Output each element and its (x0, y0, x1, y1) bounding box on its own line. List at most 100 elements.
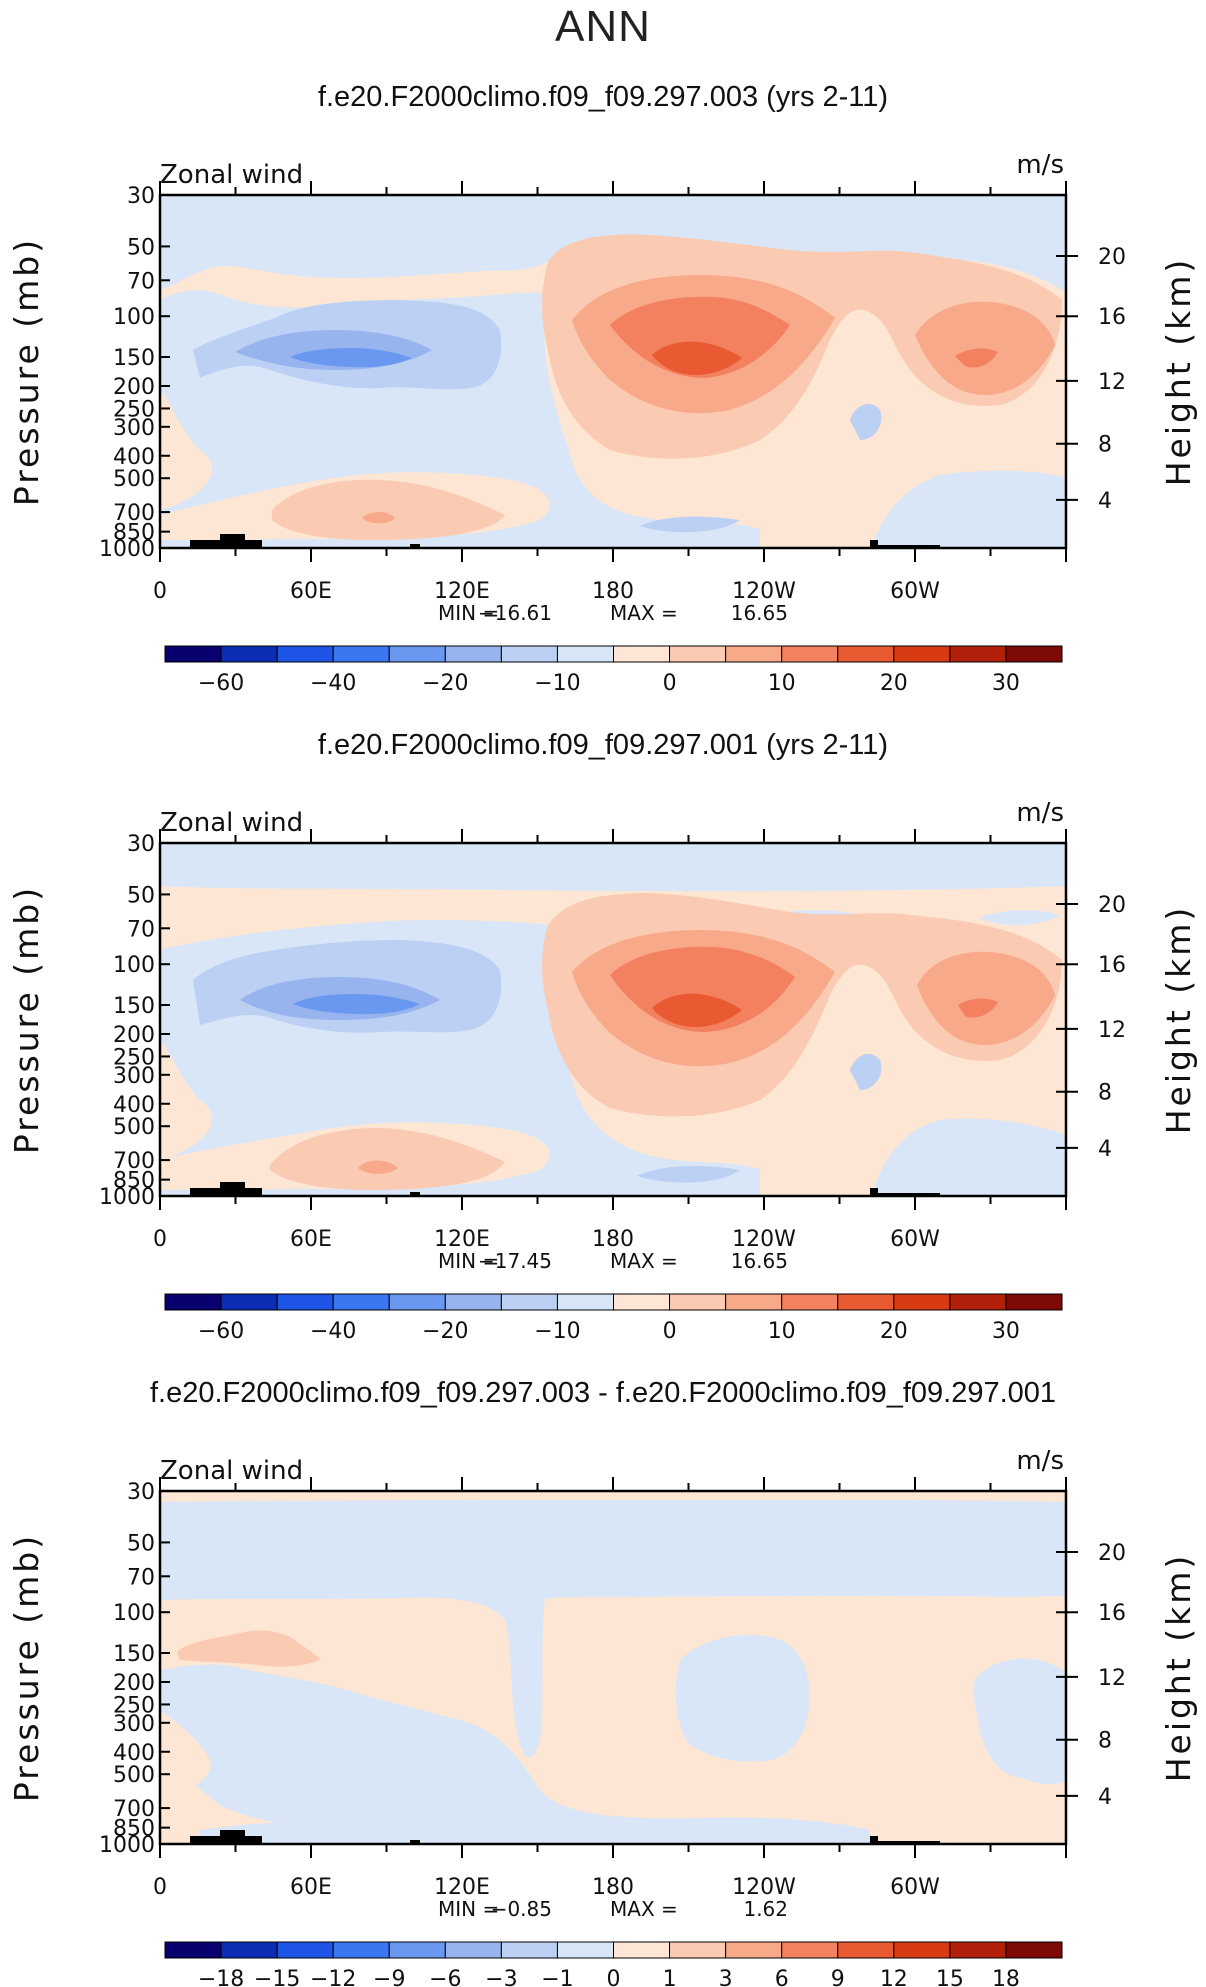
variable-label-3: Zonal wind (160, 1456, 303, 1486)
colorbar-box-3-10 (725, 1941, 783, 1959)
p-tick-label-1-4: 150 (113, 346, 155, 371)
field-1-asia-easterly-core (290, 348, 412, 368)
p-tick-label-1-7: 300 (113, 416, 155, 441)
colorbar-label-3-11: 9 (831, 1967, 845, 1987)
colorbar-label-3-14: 18 (992, 1967, 1020, 1987)
field-1-pacific-low (640, 516, 740, 533)
contour-field-1 (160, 195, 1066, 548)
p-tick-label-1-6: 250 (113, 397, 155, 422)
colorbar-label-2-7: 30 (992, 1319, 1020, 1344)
topography-3-4 (870, 1836, 878, 1844)
p-tick-label-3-7: 300 (113, 1712, 155, 1737)
min-value-2: −17.45 (478, 1249, 552, 1273)
h-tick-label-2-0: 20 (1098, 893, 1126, 918)
h-tick-label-1-3: 8 (1098, 433, 1112, 458)
p-tick-label-1-3: 100 (113, 305, 155, 330)
y2label-3: Height (km) (1159, 1553, 1198, 1783)
axes-layer: Zonal wind m/s305070100150200250300400500… (7, 150, 1198, 1987)
lon-tick-label-1-1: 60E (290, 579, 332, 604)
p-tick-label-2-11: 850 (113, 1169, 155, 1194)
colorbar-label-1-5: 10 (768, 671, 796, 696)
topography-1-2 (245, 540, 262, 548)
colorbar-label-3-0: −18 (198, 1967, 244, 1987)
colorbar-box-3-13 (893, 1941, 951, 1959)
lon-tick-label-3-4: 120W (732, 1875, 796, 1900)
colorbar-box-3-5 (444, 1941, 502, 1959)
p-tick-label-3-4: 150 (113, 1642, 155, 1667)
colorbar-label-1-7: 30 (992, 671, 1020, 696)
h-tick-label-1-2: 12 (1098, 370, 1126, 395)
colorbar-box-3-11 (781, 1941, 839, 1959)
topography-3-2 (245, 1836, 262, 1844)
p-tick-label-1-8: 400 (113, 445, 155, 470)
colorbar-label-3-4: −6 (429, 1967, 461, 1987)
variable-label-2: Zonal wind (160, 808, 303, 838)
colorbar-label-3-12: 12 (880, 1967, 908, 1987)
colorbar-box-1-2 (276, 645, 334, 663)
min-label-2: MIN = (438, 1249, 499, 1273)
p-tick-label-3-10: 700 (113, 1797, 155, 1822)
p-tick-label-2-6: 250 (113, 1045, 155, 1070)
lon-tick-label-3-3: 180 (592, 1875, 634, 1900)
topography-3-3 (410, 1840, 420, 1844)
colorbar-label-1-0: −60 (198, 671, 244, 696)
colorbar-box-3-6 (500, 1941, 558, 1959)
lon-tick-label-1-5: 60W (890, 579, 940, 604)
colorbar-label-3-8: 1 (663, 1967, 677, 1987)
colorbar-box-2-0 (164, 1293, 222, 1311)
colorbar-label-1-4: 0 (663, 671, 677, 696)
lon-tick-label-3-0: 0 (153, 1875, 167, 1900)
contour-field-3 (160, 1491, 1066, 1844)
colorbar-box-3-1 (220, 1941, 278, 1959)
lon-tick-label-1-3: 180 (592, 579, 634, 604)
p-tick-label-1-2: 70 (127, 269, 155, 294)
field-2-low-jet-1 (270, 1128, 505, 1190)
contour-field-2 (160, 843, 1066, 1196)
colorbar-label-1-1: −40 (310, 671, 356, 696)
colorbar-label-1-2: −20 (422, 671, 468, 696)
topography-2-1 (220, 1182, 245, 1196)
colorbar-label-1-6: 20 (880, 671, 908, 696)
colorbar-box-1-8 (613, 645, 671, 663)
h-tick-label-1-4: 4 (1098, 489, 1112, 514)
colorbar-box-3-14 (949, 1941, 1007, 1959)
p-tick-label-1-10: 700 (113, 501, 155, 526)
p-tick-label-2-5: 200 (113, 1023, 155, 1048)
colorbar-label-3-1: −15 (254, 1967, 300, 1987)
colorbar-box-2-3 (332, 1293, 390, 1311)
topography-2-0 (190, 1188, 230, 1196)
max-value-3: 1.62 (743, 1897, 788, 1921)
colorbar-label-1-3: −10 (534, 671, 580, 696)
max-label-2: MAX = (610, 1249, 678, 1273)
colorbar-box-1-11 (781, 645, 839, 663)
colorbar-label-3-13: 15 (936, 1967, 964, 1987)
topography-1-4 (870, 540, 878, 548)
max-label-3: MAX = (610, 1897, 678, 1921)
colorbar-label-3-9: 3 (719, 1967, 733, 1987)
main-title: ANN (555, 2, 651, 51)
field-3-atlantic-blue (973, 1658, 1066, 1785)
p-tick-label-1-12: 1000 (99, 537, 155, 562)
lon-tick-label-1-2: 120E (434, 579, 490, 604)
p-tick-label-2-10: 700 (113, 1149, 155, 1174)
colorbar-box-1-13 (893, 645, 951, 663)
topography-2-3 (410, 1192, 420, 1196)
topography-1-0 (190, 540, 230, 548)
p-tick-label-3-9: 500 (113, 1763, 155, 1788)
y2label-1: Height (km) (1159, 257, 1198, 487)
topography-2-4 (870, 1188, 878, 1196)
variable-label-1: Zonal wind (160, 160, 303, 190)
h-tick-label-3-0: 20 (1098, 1541, 1126, 1566)
topography-3-5 (878, 1841, 940, 1844)
topography-3-1 (220, 1830, 245, 1844)
p-tick-label-1-0: 30 (127, 184, 155, 209)
p-tick-label-2-3: 100 (113, 953, 155, 978)
p-tick-label-3-8: 400 (113, 1741, 155, 1766)
field-3-pacific-blue-patch (675, 1635, 810, 1762)
colorbar-label-3-2: −12 (310, 1967, 356, 1987)
colorbar-label-3-10: 6 (775, 1967, 789, 1987)
colorbar-box-3-3 (332, 1941, 390, 1959)
lon-tick-label-1-4: 120W (732, 579, 796, 604)
colorbar-label-2-5: 10 (768, 1319, 796, 1344)
colorbar-box-1-3 (332, 645, 390, 663)
